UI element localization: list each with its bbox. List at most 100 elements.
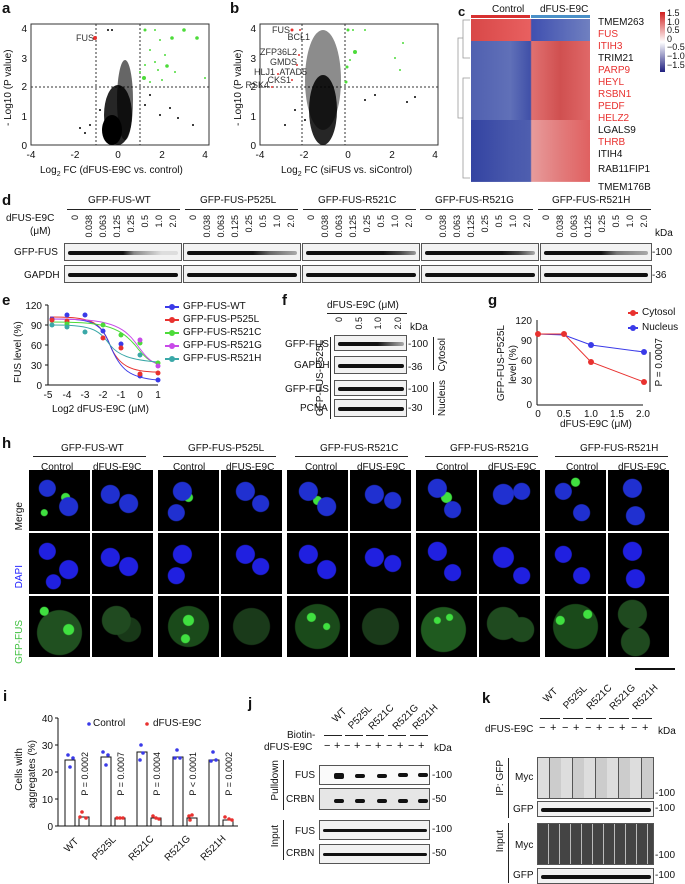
- bar-i-pvalue-r521c: P = 0.0004: [152, 752, 162, 796]
- blot-f-row-gfpfus-nuc: GFP-FUS: [285, 384, 329, 395]
- blot-f-gapdh: [334, 356, 407, 374]
- panel-label-j: j: [248, 695, 253, 712]
- img-dapi-r521h-ctrl: [545, 533, 606, 594]
- microscopy-images: [29, 470, 685, 660]
- img-merge-p525l-treat: [221, 470, 282, 531]
- h-cond-control-5: Control: [566, 462, 599, 473]
- j-section-pulldown: Pulldown: [270, 760, 281, 801]
- h-group-wt: GFP-FUS-WT: [61, 443, 124, 454]
- j-blot-fus-pd: [319, 765, 430, 785]
- svg-text:120: 120: [515, 316, 532, 327]
- k-row-gfp-in: GFP: [513, 870, 534, 881]
- j-label-biotin: Biotin-: [287, 730, 316, 741]
- k-signs: − + − + − + − + − +: [539, 722, 649, 734]
- svg-text:10: 10: [42, 795, 54, 806]
- panel-label-c: c: [458, 4, 466, 19]
- svg-text:-2: -2: [99, 390, 108, 401]
- blot-d-kda: kDa: [655, 228, 673, 239]
- annot-atad5: ATAD5: [279, 67, 307, 77]
- j-marker-1: -100: [432, 770, 453, 781]
- img-dapi-r521c-treat: [350, 533, 411, 594]
- western-blot-f: dFUS-E9C (μM) 0 0.5 1.0 2.0 kDa GFP-FUS …: [280, 300, 460, 425]
- svg-text:-2: -2: [71, 150, 80, 161]
- svg-text:0: 0: [535, 409, 541, 420]
- img-dapi-r521c-ctrl: [287, 533, 348, 594]
- blot-f-row-gapdh: GAPDH: [294, 360, 330, 371]
- blot-d-group-p525l: GFP-FUS-P525L: [200, 195, 277, 206]
- h-cond-control-4: Control: [436, 462, 469, 473]
- img-dapi-p525l-treat: [221, 533, 282, 594]
- heatmap-c: Control dFUS-E9C TMEM263 FUS ITIH3 TRIM2…: [455, 0, 685, 210]
- j-blot-crbn-pd: [319, 788, 430, 810]
- j-marker-2: -50: [432, 794, 447, 805]
- j-row-crbn-in: CRBN: [286, 848, 315, 859]
- h-row-dapi: DAPI: [14, 565, 25, 589]
- panel-label-k: k: [482, 690, 491, 707]
- j-row-fus-pd: FUS: [295, 770, 315, 781]
- blot-d-gfpfus-r521h: [540, 243, 652, 261]
- blot-d-gfpfus-r521c: [302, 243, 420, 261]
- img-dapi-p525l-ctrl: [158, 533, 219, 594]
- j-signs: − + − + − + − + − +: [324, 740, 425, 752]
- blot-d-gfpfus-wt: [64, 243, 182, 261]
- plot-e-points: [49, 312, 161, 383]
- blot-f-gfpfus-cyto: [334, 335, 407, 351]
- img-merge-r521g-ctrl: [416, 470, 477, 531]
- svg-text:2.0: 2.0: [636, 409, 650, 420]
- svg-text:60: 60: [521, 356, 533, 367]
- svg-text:0: 0: [137, 390, 143, 401]
- k-section-input: Input: [495, 830, 506, 853]
- svg-text:0: 0: [21, 141, 27, 152]
- volcano-b-axes: FUS BCL1 ZFP36L2 GMDS HLJ1 ATAD5 CKS1 RS…: [245, 23, 439, 161]
- k-marker-4: -100: [655, 870, 676, 881]
- k-row-myc-ip: Myc: [515, 772, 534, 783]
- img-merge-wt-treat: [92, 470, 153, 531]
- bar-i-legend-treat: dFUS-E9C: [153, 718, 202, 729]
- bar-i-ylabel-2: aggregates (%): [27, 740, 38, 809]
- blot-d-gapdh-r521h: [540, 265, 652, 283]
- h-cond-treat-3: dFUS-E9C: [357, 462, 406, 473]
- bar-chart-i: 40 30 20 10 0 Control dFUS-E9C Cells with ag…: [0, 710, 245, 865]
- img-gfp-r521g-treat: [479, 596, 540, 657]
- svg-text:0: 0: [36, 381, 42, 392]
- treat-group-bar: [531, 15, 590, 18]
- blot-d-gapdh-p525l: [183, 265, 301, 283]
- svg-text:20: 20: [42, 768, 54, 779]
- plot-g-xlabel: dFUS-E9C (μM): [560, 419, 632, 430]
- img-gfp-wt-treat: [92, 596, 153, 657]
- img-gfp-r521c-treat: [350, 596, 411, 657]
- img-gfp-r521g-ctrl: [416, 596, 477, 657]
- blot-f-nucleus-label: Nucleus: [437, 380, 448, 417]
- plot-g-pvalue: P = 0.0007: [654, 338, 665, 387]
- img-merge-wt-ctrl: [29, 470, 90, 531]
- h-row-merge: Merge: [14, 502, 25, 531]
- blot-f-side-label: GFP-FUS-P525L: [315, 340, 326, 417]
- western-blot-d: GFP-FUS-WT GFP-FUS-P525L GFP-FUS-R521C G…: [0, 195, 685, 255]
- svg-text:30: 30: [521, 376, 533, 387]
- h-group-r521c: GFP-FUS-R521C: [320, 443, 399, 454]
- j-row-crbn-pd: CRBN: [286, 794, 315, 805]
- plot-g-ylabel-2: level (%): [508, 345, 519, 384]
- svg-text:-1: -1: [117, 390, 126, 401]
- blot-d-marker-100: -100: [652, 247, 673, 258]
- h-row-gfpfus: GFP-FUS: [14, 620, 25, 664]
- svg-text:2: 2: [21, 82, 27, 93]
- microscopy-grid-h: GFP-FUS-WT GFP-FUS-P525L GFP-FUS-R521C G…: [0, 440, 685, 665]
- h-cond-treat-2: dFUS-E9C: [226, 462, 275, 473]
- k-kda: kDa: [658, 726, 676, 737]
- annot-fus-a: FUS: [76, 33, 94, 43]
- img-merge-r521g-treat: [479, 470, 540, 531]
- blot-f-marker-2: -36: [408, 362, 423, 373]
- svg-text:4: 4: [21, 24, 27, 35]
- svg-text:1.0: 1.0: [584, 409, 598, 420]
- svg-text:30: 30: [31, 361, 43, 372]
- plot-g-ylabel-1: GFP-FUS-P525L: [496, 325, 507, 402]
- svg-text:0: 0: [115, 150, 121, 161]
- bar-i-axes: 40 30 20 10 0: [42, 714, 238, 833]
- k-row-gfp-ip: GFP: [513, 804, 534, 815]
- img-gfp-r521c-ctrl: [287, 596, 348, 657]
- k-blot-myc-ip: [537, 757, 654, 799]
- k-blot-gfp-in: [537, 868, 654, 884]
- svg-text:120: 120: [25, 301, 42, 312]
- j-section-input: Input: [270, 825, 281, 848]
